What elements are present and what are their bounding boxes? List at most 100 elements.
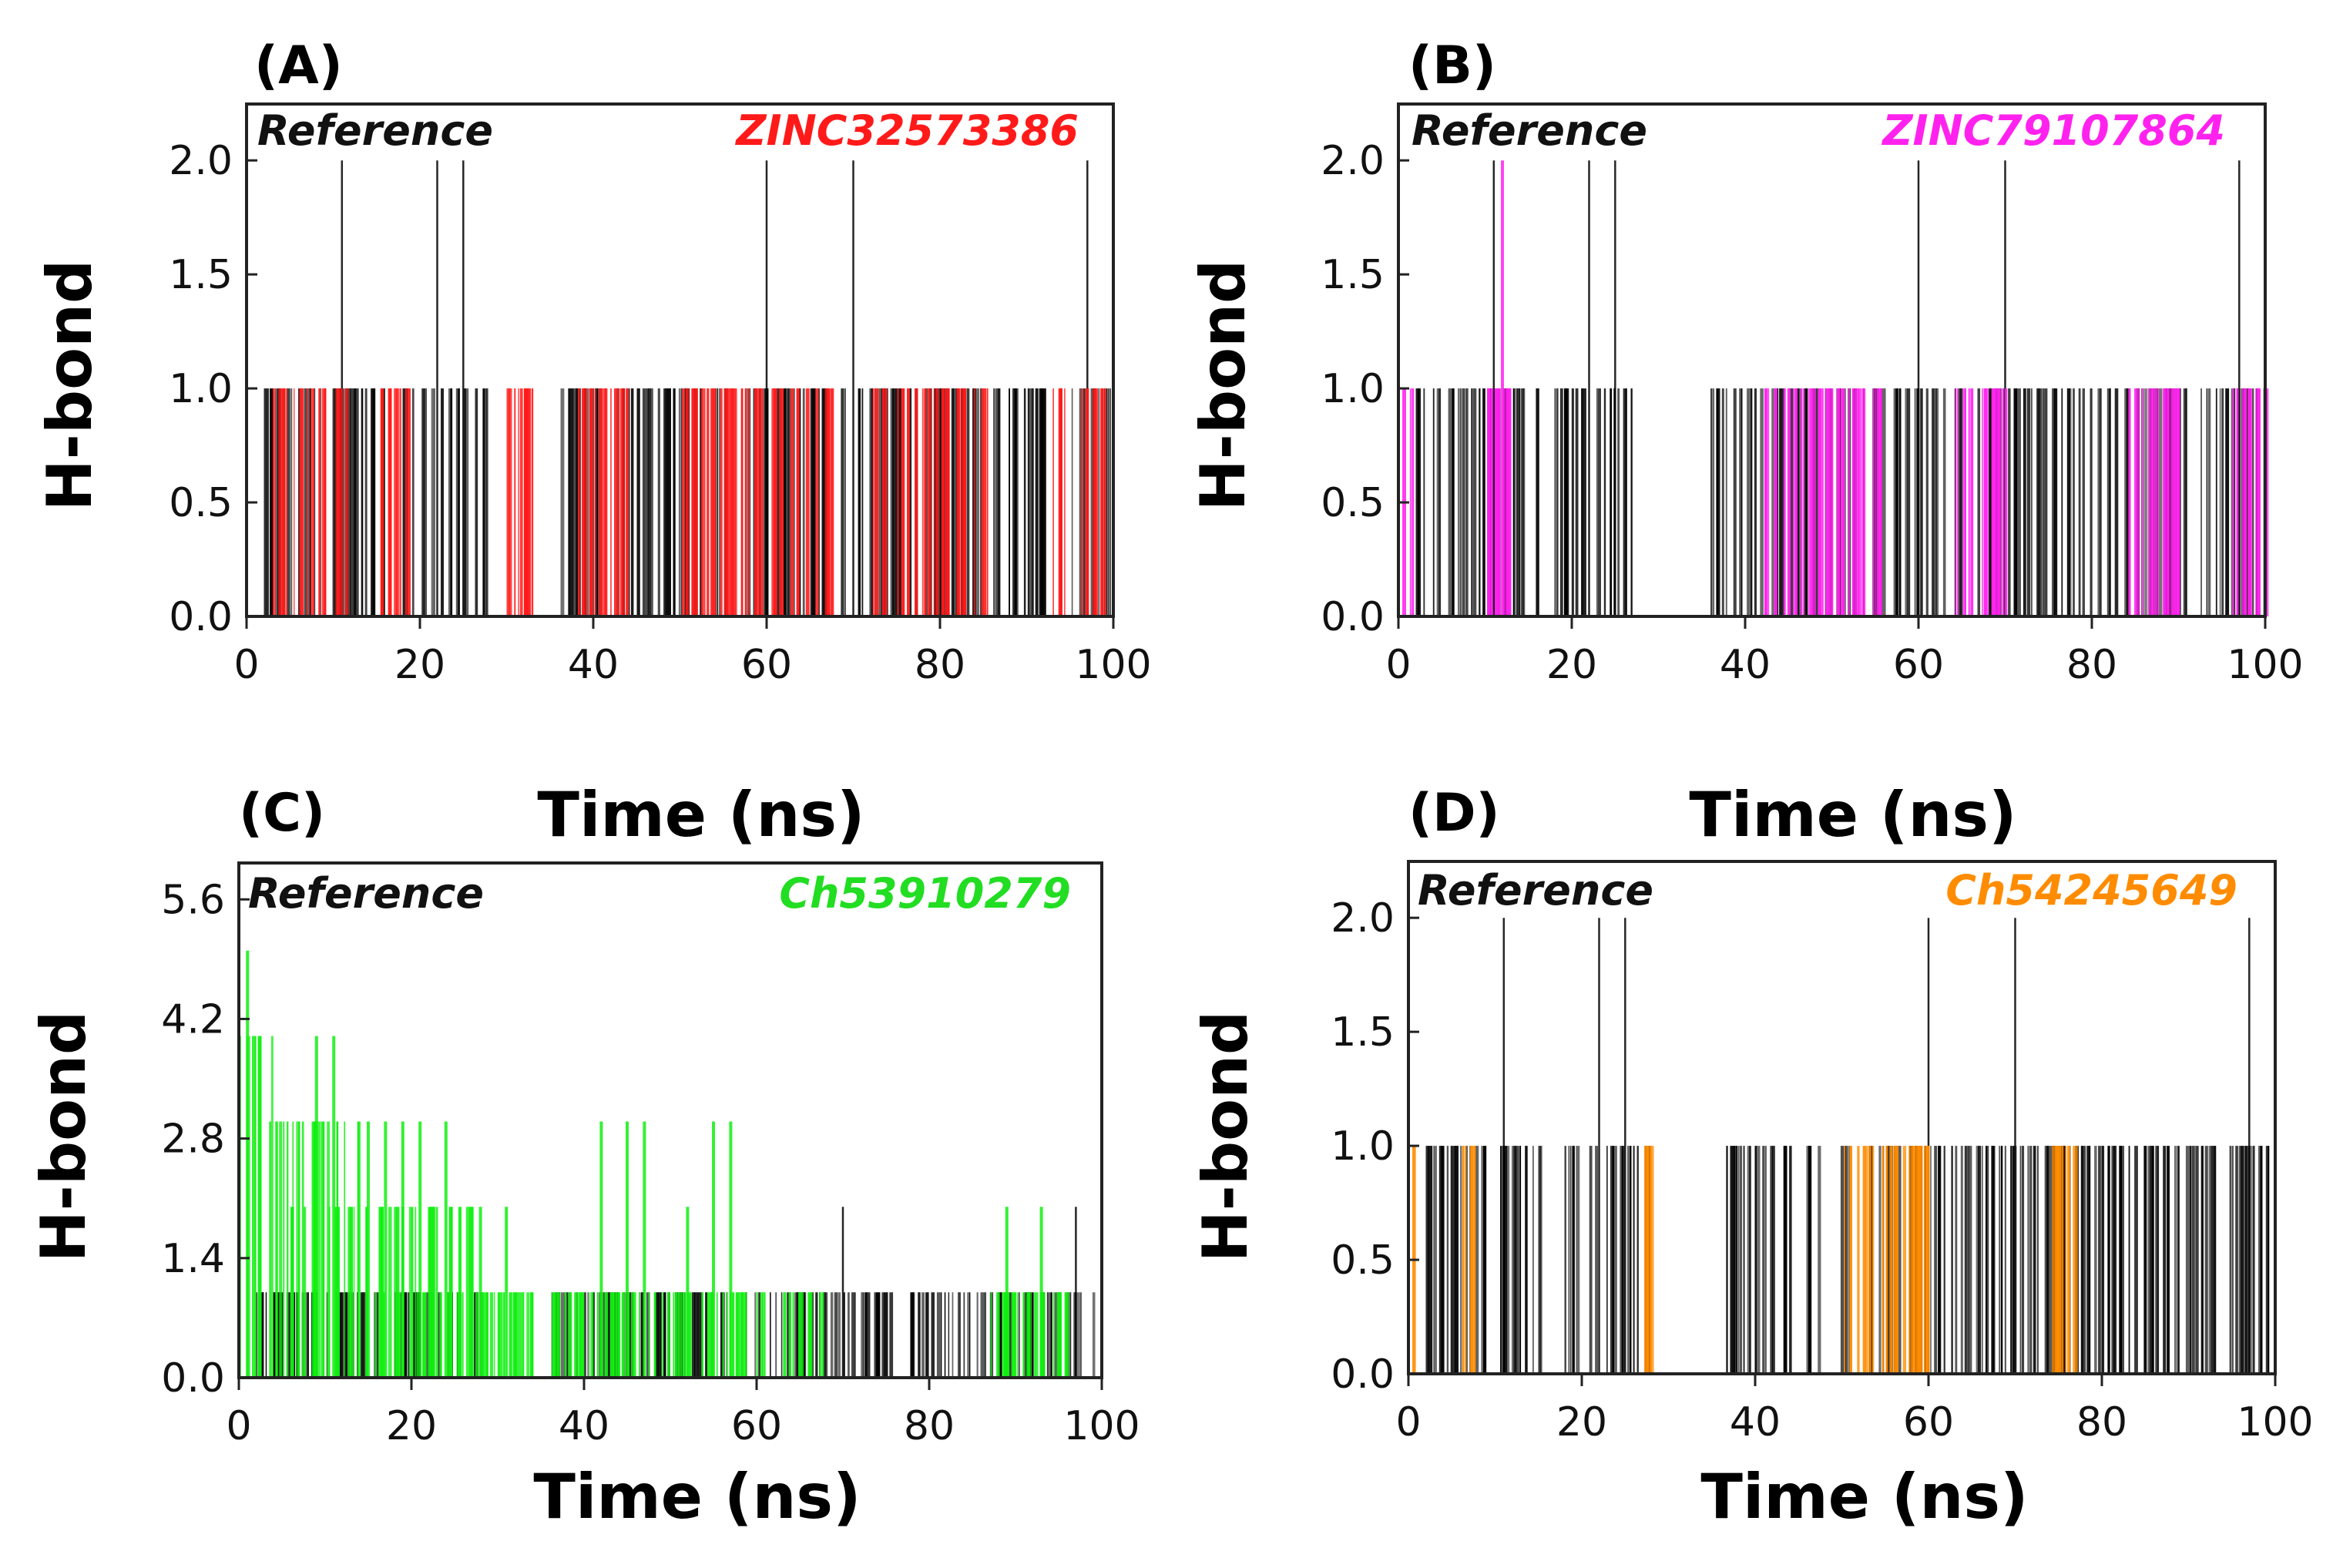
panel-d-compound-label: Ch54245649 bbox=[1945, 866, 2237, 915]
hbond-bar bbox=[944, 1292, 946, 1378]
hbond-bar bbox=[1925, 388, 1929, 616]
hbond-bar bbox=[657, 388, 660, 616]
hbond-bar bbox=[467, 388, 469, 616]
panel-b-ylabel: H-bond bbox=[1187, 260, 1259, 512]
hbond-bar bbox=[1844, 388, 1846, 616]
hbond-bar bbox=[621, 1292, 624, 1378]
hbond-bar bbox=[1500, 1146, 1502, 1374]
hbond-bar bbox=[2268, 1146, 2270, 1374]
hbond-bar bbox=[973, 388, 975, 616]
hbond-bar bbox=[269, 388, 273, 616]
hbond-bar bbox=[1766, 388, 1770, 616]
hbond-bar bbox=[509, 1292, 512, 1378]
hbond-bar bbox=[695, 388, 698, 616]
hbond-bar bbox=[421, 388, 425, 616]
hbond-bar bbox=[489, 1292, 493, 1378]
hbond-bar bbox=[883, 1292, 886, 1378]
hbond-bar bbox=[2004, 388, 2008, 616]
hbond-bar bbox=[378, 1207, 383, 1378]
hbond-bar bbox=[270, 1036, 274, 1378]
hbond-bar bbox=[2013, 388, 2018, 616]
hbond-bar bbox=[931, 1292, 935, 1378]
hbond-bar bbox=[1735, 1146, 1737, 1374]
hbond-bar bbox=[1783, 1146, 1788, 1374]
hbond-bar bbox=[918, 1292, 921, 1378]
hbond-bar bbox=[1433, 1146, 1435, 1374]
hbond-bar bbox=[475, 1292, 478, 1378]
hbond-bar bbox=[1733, 388, 1737, 616]
hbond-bar bbox=[1412, 388, 1415, 616]
hbond-bar bbox=[347, 388, 349, 616]
hbond-bar bbox=[834, 1292, 838, 1378]
hbond-bar bbox=[1502, 388, 1506, 616]
hbond-bar bbox=[741, 1292, 744, 1378]
hbond-bar bbox=[578, 1292, 582, 1378]
hbond-bar bbox=[802, 388, 805, 616]
hbond-bar bbox=[1469, 1146, 1473, 1374]
hbond-bar bbox=[2191, 1146, 2195, 1374]
hbond-bar bbox=[727, 388, 730, 616]
hbond-bar bbox=[1717, 388, 1720, 616]
hbond-bar bbox=[650, 388, 653, 616]
hbond-bar bbox=[317, 1121, 321, 1378]
hbond-bar bbox=[1446, 1146, 1449, 1374]
hbond-bar bbox=[669, 388, 671, 616]
hbond-bar bbox=[1030, 1292, 1032, 1378]
plot-frame bbox=[1407, 860, 2277, 1375]
hbond-bar bbox=[2163, 1146, 2167, 1374]
hbond-bar bbox=[526, 1292, 530, 1378]
hbond-bar bbox=[881, 1292, 885, 1378]
y-tick-label: 0.5 bbox=[1321, 480, 1385, 526]
hbond-bar bbox=[398, 1292, 401, 1378]
hbond-bar bbox=[2025, 388, 2027, 616]
hbond-bar bbox=[1986, 388, 1989, 616]
hbond-bar bbox=[800, 1292, 804, 1378]
hbond-bar bbox=[784, 1292, 787, 1378]
hbond-bar bbox=[551, 1292, 554, 1378]
hbond-bar bbox=[2036, 388, 2040, 616]
hbond-bar bbox=[700, 388, 703, 616]
hbond-bar bbox=[617, 1292, 621, 1378]
hbond-bar bbox=[530, 1292, 534, 1378]
hbond-bar bbox=[1987, 1146, 1989, 1374]
hbond-bar bbox=[2088, 1146, 2091, 1374]
hbond-bar bbox=[1968, 1146, 1972, 1374]
hbond-bar bbox=[997, 388, 1001, 616]
hbond-bar bbox=[2231, 1146, 2234, 1374]
hbond-bar bbox=[1538, 1146, 1541, 1374]
hbond-bar bbox=[2086, 1146, 2090, 1374]
x-tick-label: 40 bbox=[1730, 1399, 1781, 1445]
panel-c-compound-label: Ch53910279 bbox=[779, 869, 1071, 918]
hbond-bar bbox=[936, 1292, 941, 1378]
hbond-bar bbox=[553, 1292, 556, 1378]
hbond-bar bbox=[610, 1292, 614, 1378]
hbond-bar bbox=[520, 1292, 525, 1378]
panel-a-ylabel: H-bond bbox=[34, 260, 106, 512]
hbond-bar bbox=[1801, 388, 1802, 616]
hbond-bar bbox=[1490, 388, 1493, 616]
hbond-bar bbox=[1982, 388, 1983, 616]
hbond-bar bbox=[699, 1292, 703, 1378]
hbond-bar bbox=[1774, 388, 1777, 616]
hbond-bar bbox=[968, 1292, 971, 1378]
hbond-bar bbox=[1993, 388, 1997, 616]
hbond-bar bbox=[956, 388, 961, 616]
panel-c-xlabel: Time (ns) bbox=[533, 1461, 861, 1533]
hbond-bar bbox=[2200, 1146, 2204, 1374]
hbond-bar bbox=[2065, 1146, 2066, 1374]
hbond-bar bbox=[388, 388, 392, 616]
y-tick-label: 0.5 bbox=[169, 480, 233, 526]
hbond-bar bbox=[1566, 388, 1569, 616]
hbond-bar bbox=[390, 388, 392, 616]
hbond-bar bbox=[365, 1207, 368, 1378]
hbond-bar bbox=[395, 1207, 400, 1378]
hbond-bar bbox=[438, 1292, 441, 1378]
hbond-bar bbox=[743, 1292, 747, 1378]
hbond-bar bbox=[2134, 1146, 2138, 1374]
hbond-bar bbox=[456, 1292, 461, 1378]
hbond-bar bbox=[2145, 388, 2147, 616]
hbond-bar bbox=[876, 388, 879, 616]
hbond-bar bbox=[1034, 1292, 1036, 1378]
hbond-bar bbox=[884, 388, 888, 616]
hbond-bar bbox=[714, 388, 717, 616]
